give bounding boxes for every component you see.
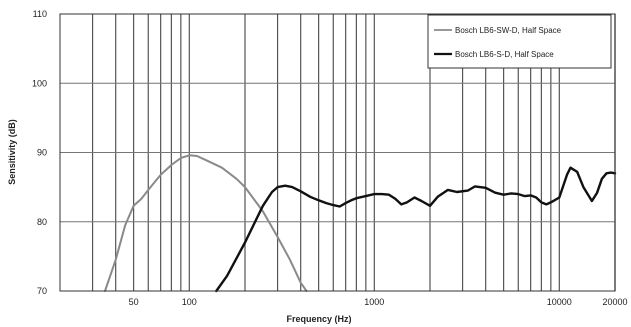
plot-frame bbox=[59, 13, 616, 292]
series-line-2 bbox=[215, 166, 617, 293]
legend: Bosch LB6-SW-D, Half Space Bosch LB6-S-D… bbox=[427, 14, 612, 69]
y-tick-label: 100 bbox=[32, 78, 47, 88]
y-tick-label: 70 bbox=[37, 286, 47, 296]
y-axis-title: Sensitivity (dB) bbox=[7, 119, 17, 185]
x-tick-label: 50 bbox=[129, 297, 139, 307]
series-layer bbox=[104, 154, 617, 293]
x-tick-label: 20000 bbox=[602, 297, 627, 307]
grid bbox=[60, 13, 616, 292]
y-tick-label: 110 bbox=[33, 9, 47, 19]
legend-label-series-2: Bosch LB6-S-D, Half Space bbox=[455, 50, 554, 59]
x-tick-label: 100 bbox=[182, 297, 197, 307]
y-tick-label: 80 bbox=[37, 217, 47, 227]
legend-box bbox=[427, 14, 612, 69]
x-axis-title: Frequency (Hz) bbox=[286, 314, 351, 324]
series-line-1 bbox=[104, 154, 308, 292]
tick-labels: 70 80 90 100 110 50 100 1000 10000 20000 bbox=[32, 9, 628, 307]
x-tick-label: 1000 bbox=[364, 297, 384, 307]
legend-label-series-1: Bosch LB6-SW-D, Half Space bbox=[455, 26, 562, 35]
y-tick-label: 90 bbox=[37, 148, 47, 158]
x-tick-label: 10000 bbox=[547, 297, 572, 307]
